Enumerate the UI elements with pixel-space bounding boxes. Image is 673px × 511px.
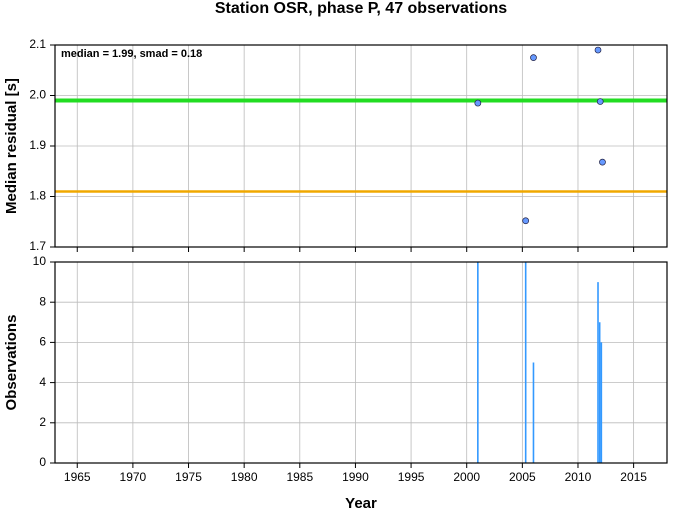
data-point — [599, 158, 606, 166]
data-point — [596, 98, 604, 105]
y-tick-label: 1.9 — [29, 138, 46, 152]
y-tick-label: 2.1 — [29, 37, 46, 51]
x-tick-label: 1970 — [120, 470, 147, 484]
y-tick-label: 1.7 — [29, 239, 46, 253]
y-axis-label: Observations — [3, 315, 20, 411]
x-tick-label: 2005 — [509, 470, 536, 484]
data-point — [474, 99, 482, 107]
x-axis-label: Year — [345, 495, 377, 511]
x-tick-label: 1975 — [175, 470, 202, 484]
data-point — [530, 54, 537, 61]
y-tick-label: 10 — [33, 254, 47, 268]
data-point — [522, 217, 530, 225]
data-point — [594, 46, 602, 54]
x-tick-label: 2000 — [453, 470, 480, 484]
annotation: median = 1.99, smad = 0.18 — [61, 48, 202, 60]
y-tick-label: 2 — [39, 415, 46, 429]
y-tick-label: 0 — [39, 455, 46, 469]
chart-title: Station OSR, phase P, 47 observations — [215, 0, 507, 17]
y-tick-label: 2.0 — [29, 88, 46, 102]
y-tick-label: 6 — [39, 335, 46, 349]
plot-frame — [54, 44, 668, 248]
x-tick-label: 2010 — [565, 470, 592, 484]
x-tick-label: 1980 — [231, 470, 258, 484]
x-tick-label: 1995 — [398, 470, 425, 484]
plot-frame — [54, 261, 668, 464]
y-axis-label: Median residual [s] — [3, 78, 20, 214]
y-tick-label: 4 — [39, 375, 46, 389]
x-tick-label: 1985 — [286, 470, 313, 484]
x-tick-label: 1965 — [64, 470, 91, 484]
y-tick-label: 1.8 — [29, 189, 46, 203]
y-tick-label: 8 — [39, 294, 46, 308]
x-tick-label: 1990 — [342, 470, 369, 484]
x-tick-label: 2015 — [620, 470, 647, 484]
